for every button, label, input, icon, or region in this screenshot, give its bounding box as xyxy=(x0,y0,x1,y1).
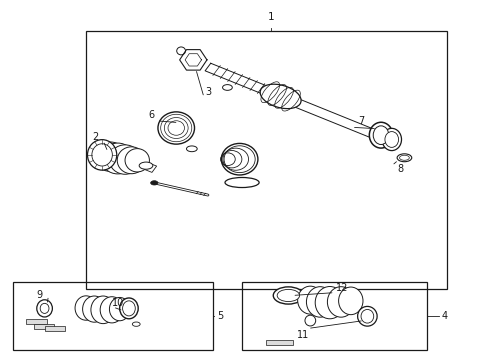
Ellipse shape xyxy=(384,132,398,147)
Bar xyxy=(266,339,293,345)
Text: 9: 9 xyxy=(37,291,42,301)
Text: 12: 12 xyxy=(335,283,347,293)
Ellipse shape xyxy=(150,181,158,185)
Ellipse shape xyxy=(277,289,299,302)
Text: 3: 3 xyxy=(204,87,210,97)
Ellipse shape xyxy=(87,140,117,170)
Ellipse shape xyxy=(125,149,149,172)
Ellipse shape xyxy=(75,296,97,320)
Ellipse shape xyxy=(221,143,257,175)
Bar xyxy=(44,326,65,330)
Ellipse shape xyxy=(40,303,49,314)
Ellipse shape xyxy=(186,146,197,152)
Text: 8: 8 xyxy=(397,164,403,174)
Bar xyxy=(26,319,46,324)
Ellipse shape xyxy=(357,306,376,326)
Ellipse shape xyxy=(360,310,373,323)
Ellipse shape xyxy=(306,287,333,317)
Bar xyxy=(86,31,446,289)
Ellipse shape xyxy=(158,112,194,144)
Ellipse shape xyxy=(101,143,134,174)
Ellipse shape xyxy=(109,297,130,321)
Text: 1: 1 xyxy=(267,12,274,22)
Ellipse shape xyxy=(368,122,392,148)
Ellipse shape xyxy=(224,177,259,188)
Ellipse shape xyxy=(120,298,138,319)
Ellipse shape xyxy=(399,155,408,160)
Text: 11: 11 xyxy=(296,330,308,340)
Bar xyxy=(34,324,54,329)
Ellipse shape xyxy=(91,296,115,324)
Ellipse shape xyxy=(315,287,344,319)
Text: 4: 4 xyxy=(441,311,447,321)
Ellipse shape xyxy=(381,129,401,150)
Ellipse shape xyxy=(305,315,315,326)
Polygon shape xyxy=(93,143,156,172)
Text: 5: 5 xyxy=(217,311,223,321)
Text: 2: 2 xyxy=(92,132,99,142)
Ellipse shape xyxy=(139,162,153,169)
Ellipse shape xyxy=(273,287,303,304)
Ellipse shape xyxy=(327,287,354,317)
Bar xyxy=(13,282,212,350)
Ellipse shape xyxy=(109,145,141,174)
Ellipse shape xyxy=(338,287,362,315)
Ellipse shape xyxy=(94,142,126,171)
Ellipse shape xyxy=(297,286,323,314)
Text: 7: 7 xyxy=(358,116,364,126)
Polygon shape xyxy=(204,63,383,141)
Ellipse shape xyxy=(117,147,145,174)
Text: 6: 6 xyxy=(148,111,155,121)
Ellipse shape xyxy=(37,300,52,317)
Text: 10: 10 xyxy=(111,298,123,308)
Bar xyxy=(242,282,427,350)
Ellipse shape xyxy=(92,144,112,166)
Ellipse shape xyxy=(82,296,106,322)
Ellipse shape xyxy=(100,297,123,323)
Ellipse shape xyxy=(132,322,140,326)
Ellipse shape xyxy=(122,301,135,316)
Ellipse shape xyxy=(372,126,388,144)
Ellipse shape xyxy=(396,154,411,162)
Ellipse shape xyxy=(260,84,301,109)
